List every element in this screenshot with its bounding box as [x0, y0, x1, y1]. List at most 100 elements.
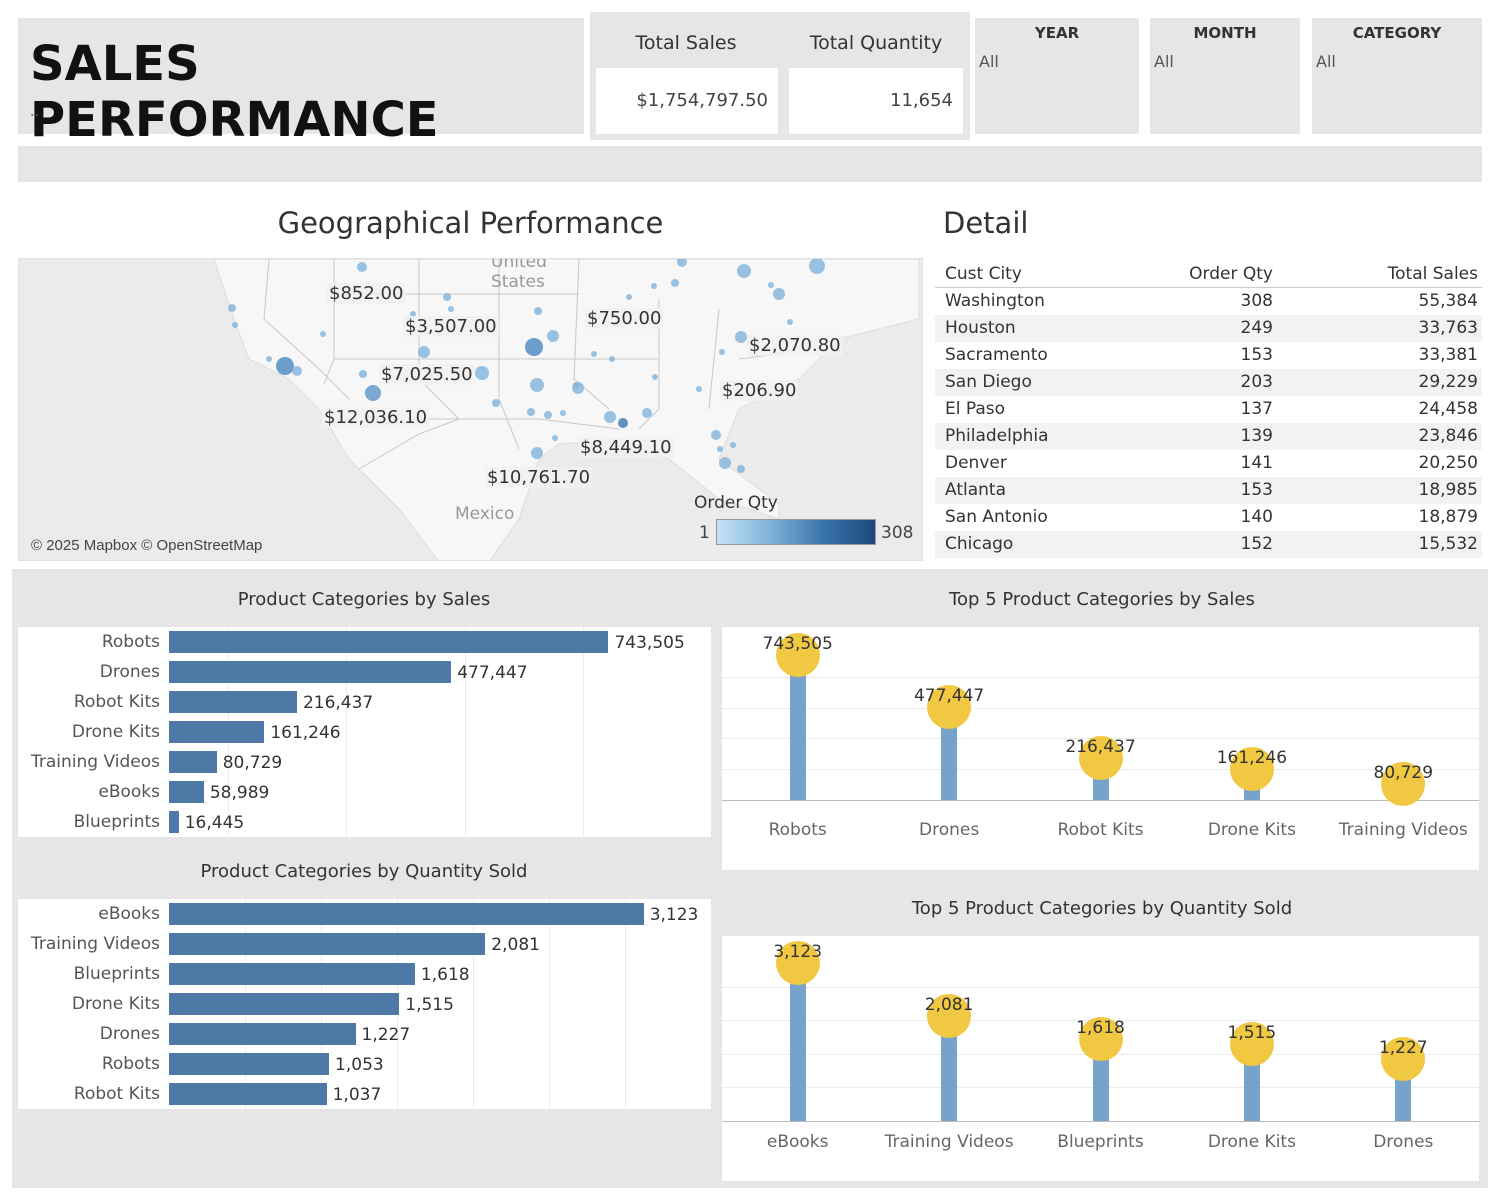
table-row[interactable]: Chicago 152 15,532: [935, 531, 1482, 558]
geographic-map[interactable]: United States Mexico $852.00 $3,507.00 $…: [18, 258, 923, 561]
lollipop-dot[interactable]: [1381, 1036, 1426, 1081]
bar[interactable]: [169, 1023, 356, 1045]
bar[interactable]: [169, 721, 265, 743]
lollipop-dot[interactable]: [927, 684, 972, 729]
map-place-label: States: [491, 272, 545, 292]
filter-month-value[interactable]: All: [1154, 52, 1174, 71]
table-row[interactable]: San Antonio 140 18,879: [935, 504, 1482, 531]
lollipop-dot[interactable]: [927, 993, 972, 1038]
lollipop-dot[interactable]: [1229, 746, 1274, 791]
lollipop-stem[interactable]: [789, 655, 806, 800]
category-label: eBooks: [98, 782, 160, 802]
cell-order-qty: 137: [1240, 399, 1273, 419]
category-label: Drone Kits: [1207, 1132, 1296, 1152]
table-row[interactable]: Philadelphia 139 23,846: [935, 423, 1482, 450]
category-label: Robot Kits: [1057, 820, 1144, 840]
filter-year-value[interactable]: All: [979, 52, 999, 71]
bar[interactable]: [169, 1083, 327, 1105]
column-header-city[interactable]: Cust City: [945, 264, 1022, 284]
lollipop-dot[interactable]: [775, 633, 820, 677]
dashboard-subtitle: ..: [30, 104, 39, 120]
bar-value-label: 80,729: [222, 753, 283, 773]
category-label: Drones: [1373, 1132, 1434, 1152]
cell-total-sales: 33,763: [1418, 318, 1478, 338]
category-label: eBooks: [766, 1132, 829, 1152]
filter-category[interactable]: CATEGORY All: [1312, 18, 1482, 134]
category-label: eBooks: [98, 904, 160, 924]
category-label: Robot Kits: [73, 692, 160, 712]
category-label: Drone Kits: [1207, 820, 1296, 840]
lollipop-dot[interactable]: [1078, 1017, 1123, 1062]
gridline: [722, 707, 1479, 709]
bar-value-label: 743,505: [614, 633, 685, 653]
kpi-total-sales-label: Total Sales: [635, 32, 737, 54]
filter-category-value[interactable]: All: [1316, 52, 1336, 71]
bar[interactable]: [169, 963, 415, 985]
cell-city: Washington: [945, 291, 1045, 311]
map-sales-label: $7,025.50: [379, 364, 475, 385]
bar[interactable]: [169, 993, 400, 1015]
lollipop-dot[interactable]: [1229, 1022, 1274, 1067]
bar[interactable]: [169, 691, 297, 713]
cell-city: Chicago: [945, 534, 1014, 554]
table-row[interactable]: Atlanta 153 18,985: [935, 477, 1482, 504]
bar-value-label: 16,445: [184, 813, 245, 833]
cell-order-qty: 249: [1240, 318, 1273, 338]
filter-category-label: CATEGORY: [1352, 24, 1442, 42]
bar[interactable]: [169, 811, 179, 833]
chart-title-top5-qty: Top 5 Product Categories by Quantity Sol…: [911, 898, 1293, 919]
column-header-order-qty[interactable]: Order Qty: [1189, 264, 1273, 284]
map-legend-min: 1: [699, 523, 710, 543]
lollipop-dot[interactable]: [1381, 762, 1426, 807]
right-charts-panel: Top 5 Product Categories by Sales 743,50…: [716, 569, 1488, 1188]
bar[interactable]: [169, 933, 486, 955]
lollipop-dot[interactable]: [775, 941, 820, 985]
gridline: [722, 986, 1479, 988]
map-sales-label: $852.00: [327, 283, 406, 304]
category-label: Training Videos: [31, 752, 160, 772]
column-header-total-sales[interactable]: Total Sales: [1387, 264, 1478, 284]
bar[interactable]: [169, 781, 204, 803]
cell-total-sales: 24,458: [1418, 399, 1478, 419]
kpi-total-quantity-label: Total Quantity: [809, 32, 943, 54]
bar-value-label: 161,246: [270, 723, 341, 743]
table-row[interactable]: El Paso 137 24,458: [935, 396, 1482, 423]
category-label: Blueprints: [73, 964, 160, 984]
table-row[interactable]: San Diego 203 29,229: [935, 369, 1482, 396]
bar[interactable]: [169, 751, 217, 773]
header-divider-strip: [18, 146, 1482, 182]
cell-order-qty: 140: [1240, 507, 1273, 527]
filter-month[interactable]: MONTH All: [1150, 18, 1300, 134]
bar-value-label: 216,437: [302, 693, 374, 713]
cell-total-sales: 18,879: [1418, 507, 1478, 527]
detail-title: Detail: [943, 206, 1029, 240]
cell-order-qty: 153: [1240, 345, 1273, 365]
map-title: Geographical Performance: [277, 206, 664, 240]
bar[interactable]: [169, 1053, 330, 1075]
bar[interactable]: [169, 631, 609, 653]
table-row[interactable]: Denver 141 20,250: [935, 450, 1482, 477]
lollipop-value-label: 216,437: [1065, 736, 1136, 757]
table-row[interactable]: Washington 308 55,384: [935, 288, 1482, 315]
category-label: Training Videos: [884, 1132, 1014, 1152]
table-row[interactable]: Sacramento 153 33,381: [935, 342, 1482, 369]
cell-order-qty: 153: [1240, 480, 1273, 500]
category-label: Robots: [101, 1054, 160, 1074]
lollipop-stem[interactable]: [789, 963, 806, 1121]
kpi-panel: Total Sales Total Quantity $1,754,797.50…: [590, 12, 970, 140]
bar[interactable]: [169, 903, 644, 925]
cell-city: Philadelphia: [945, 426, 1049, 446]
filter-year[interactable]: YEAR All: [975, 18, 1139, 134]
detail-table: Cust City Order Qty Total Sales Washingt…: [935, 262, 1482, 558]
bar[interactable]: [169, 661, 452, 683]
lollipop-stem[interactable]: [941, 1015, 958, 1121]
lollipop-stem[interactable]: [941, 706, 958, 800]
detail-table-header: Cust City Order Qty Total Sales: [935, 262, 1482, 288]
table-row[interactable]: Houston 249 33,763: [935, 315, 1482, 342]
map-legend-max: 308: [881, 523, 914, 543]
bar-value-label: 477,447: [457, 663, 528, 683]
map-place-label: Mexico: [455, 504, 514, 524]
category-label: Robots: [101, 632, 160, 652]
chart-title-top5-sales: Top 5 Product Categories by Sales: [949, 589, 1255, 610]
lollipop-dot[interactable]: [1078, 735, 1123, 780]
